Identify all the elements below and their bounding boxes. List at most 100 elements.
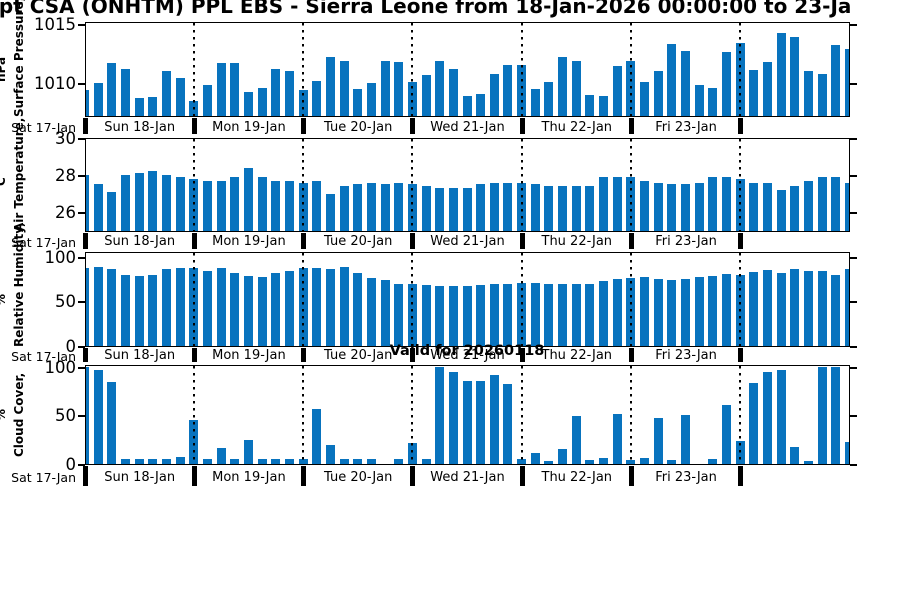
bar <box>763 182 773 231</box>
x-day-boundary-tick <box>191 118 197 135</box>
x-day-label: Sun 18-Jan <box>104 469 176 485</box>
bar <box>681 279 691 346</box>
bar <box>312 408 322 464</box>
bar <box>120 459 130 464</box>
x-day-label: Wed 21-Jan <box>430 234 505 249</box>
bar <box>585 460 595 464</box>
day-gridline <box>192 23 195 116</box>
bar <box>148 171 158 231</box>
bar <box>694 182 704 231</box>
bar <box>339 266 349 346</box>
y-tick-mark-right <box>850 137 857 140</box>
x-day-boundary-tick <box>410 466 416 486</box>
bar <box>284 271 294 346</box>
bar <box>107 191 117 231</box>
bar <box>161 71 171 116</box>
bar <box>667 44 677 116</box>
bar <box>202 271 212 346</box>
x-day-label: Tue 20-Jan <box>324 348 393 363</box>
bar <box>312 80 322 116</box>
x-day-label: Thu 22-Jan <box>541 119 613 135</box>
bar <box>93 82 103 116</box>
day-gridline <box>192 253 195 346</box>
bar <box>817 271 827 346</box>
day-gridline <box>739 23 742 116</box>
bar <box>804 271 814 346</box>
bar <box>353 459 363 464</box>
bar <box>571 60 581 116</box>
bar <box>790 269 800 346</box>
bar <box>86 366 89 464</box>
bar <box>503 182 513 231</box>
bar <box>325 444 335 464</box>
bar <box>284 180 294 231</box>
bar <box>667 184 677 231</box>
bar <box>93 266 103 346</box>
relative-humidity-plot-area <box>85 252 850 347</box>
bar <box>667 280 677 346</box>
bar <box>749 182 759 231</box>
bar <box>257 87 267 116</box>
y-tick-label: 1015 <box>34 14 76 34</box>
day-gridline <box>739 253 742 346</box>
x-day-boundary-tick <box>519 348 525 363</box>
bar <box>202 459 212 464</box>
bar <box>817 177 827 231</box>
bar <box>435 366 445 464</box>
y-tick-mark-left <box>78 23 85 26</box>
bar <box>175 78 185 116</box>
bar <box>571 416 581 464</box>
bar <box>790 186 800 231</box>
bar <box>790 446 800 464</box>
bar <box>161 459 171 464</box>
bar <box>243 167 253 231</box>
bar <box>161 175 171 231</box>
x-day-boundary-tick <box>301 233 307 249</box>
bar <box>599 280 609 346</box>
bar <box>763 61 773 116</box>
bar <box>694 85 704 116</box>
bar <box>530 453 540 464</box>
y-axis-unit-label: °C <box>0 177 8 193</box>
bar <box>476 184 486 231</box>
bar <box>421 285 431 346</box>
y-tick-mark-left <box>78 256 85 259</box>
y-tick-label: 50 <box>55 292 76 312</box>
x-day-label: Sun 18-Jan <box>104 119 176 135</box>
x-day-label: Mon 19-Jan <box>212 234 286 249</box>
bar <box>120 175 130 231</box>
y-tick-mark-right <box>850 464 857 466</box>
bar <box>544 283 554 346</box>
bar <box>558 57 568 116</box>
bar <box>831 177 841 231</box>
bar <box>366 459 376 464</box>
x-day-boundary-tick <box>628 348 634 363</box>
bar <box>175 177 185 231</box>
bar <box>544 186 554 231</box>
bar <box>640 458 650 464</box>
bar <box>366 278 376 346</box>
bar <box>257 277 267 346</box>
bar <box>394 182 404 231</box>
bar <box>612 413 622 464</box>
x-day-label: Mon 19-Jan <box>212 119 286 135</box>
day-gridline <box>520 253 523 346</box>
bar <box>681 51 691 116</box>
x-day-boundary-tick <box>738 233 744 249</box>
y-axis-label: Relative Humidity, <box>12 222 26 347</box>
bar <box>558 186 568 231</box>
bar <box>845 441 849 464</box>
day-gridline <box>520 366 523 464</box>
bar <box>175 268 185 346</box>
bar <box>148 459 158 464</box>
bar <box>339 186 349 231</box>
bar <box>394 459 404 464</box>
x-day-boundary-tick <box>191 466 197 486</box>
bar <box>694 277 704 346</box>
bar <box>640 180 650 231</box>
bar <box>585 186 595 231</box>
x-day-label: Mon 19-Jan <box>212 348 286 363</box>
x-day-boundary-tick <box>301 118 307 135</box>
day-gridline <box>302 253 305 346</box>
y-tick-mark-left <box>78 464 85 466</box>
